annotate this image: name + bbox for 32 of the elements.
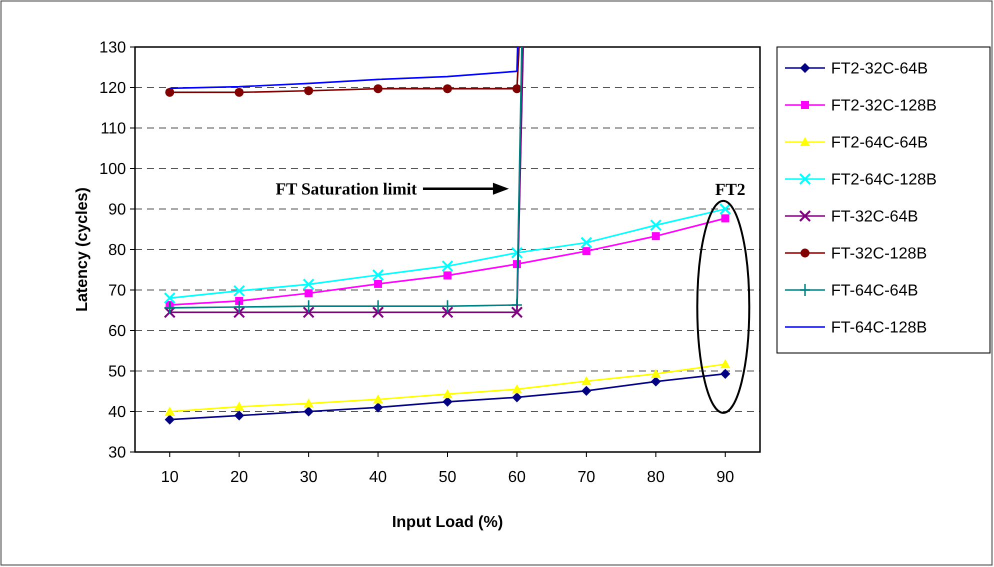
x-tick-label: 70 [577,469,596,486]
x-tick-label: 20 [230,469,248,486]
legend-label: FT2-64C-128B [831,172,937,189]
y-tick-label: 100 [99,161,126,178]
x-tick-label: 10 [160,469,179,486]
legend-label: FT2-32C-128B [831,98,937,115]
x-tick-label: 30 [300,469,318,486]
x-tick-label: 90 [716,469,734,486]
legend-label: FT-32C-64B [831,208,918,226]
y-tick-label: 80 [108,242,126,260]
annotation: FT Saturation limit [276,180,418,199]
x-tick-label: 80 [646,469,665,486]
y-tick-label: 30 [108,444,126,462]
legend-label: FT2-64C-64B [831,134,928,152]
y-tick-label: 70 [108,282,126,300]
x-axis-title: Input Load (%) [392,514,504,531]
y-tick-label: 60 [108,323,126,340]
x-tick-label: 50 [438,469,456,486]
legend-label: FT2-32C-64B [831,60,928,78]
x-tick-label: 40 [369,469,388,486]
annotation: FT2 [715,180,746,199]
legend-label: FT-64C-128B [831,320,928,337]
legend-label: FT-64C-64B [831,282,918,300]
x-tick-label: 60 [508,469,526,486]
y-tick-label: 90 [108,202,126,219]
y-tick-label: 50 [108,364,126,381]
y-tick-label: 40 [108,404,126,422]
legend-label: FT-32C-128B [831,246,928,263]
y-tick-label: 110 [100,120,126,138]
y-tick-label: 130 [99,40,126,57]
y-tick-label: 120 [99,80,126,98]
y-axis-title: Latency (cycles) [74,187,91,312]
